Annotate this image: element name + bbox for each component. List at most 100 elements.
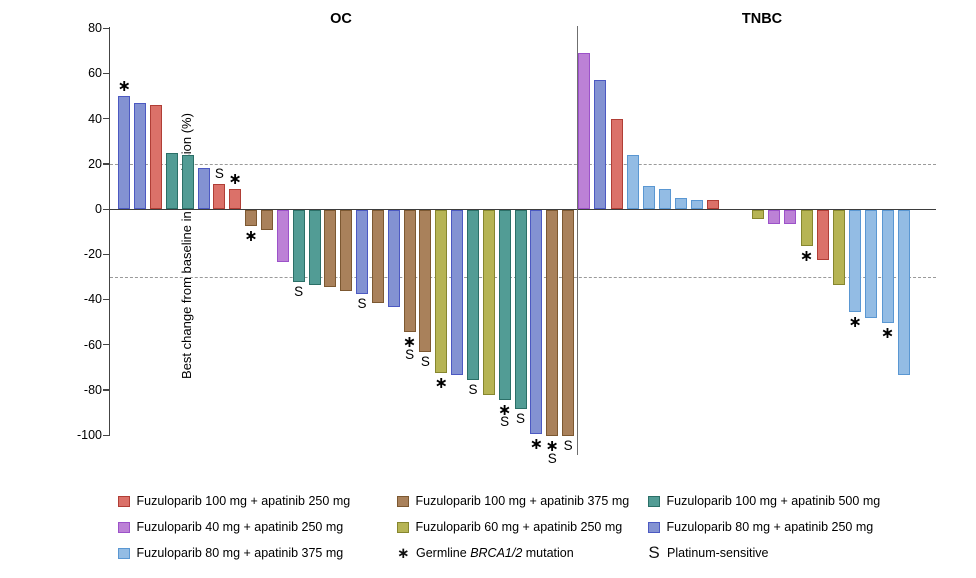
bar-tnbc-19 — [897, 210, 910, 375]
bar-tnbc-5 — [642, 186, 655, 209]
bar-oc-14 — [324, 210, 337, 287]
y-tick-mark — [103, 118, 109, 120]
bar-oc-25 — [498, 210, 511, 400]
bar-oc-7 — [213, 184, 226, 209]
bar-oc-19 — [403, 210, 416, 333]
legend-label: Fuzuloparib 100 mg + apatinib 375 mg — [415, 494, 630, 508]
platinum-sensitive-mark: S — [468, 381, 478, 397]
platinum-sensitive-mark: S — [420, 354, 430, 370]
legend-swatch-fz100ap375 — [397, 495, 409, 507]
platinum-sensitive-mark: S — [405, 346, 415, 362]
legend-label: Platinum-sensitive — [667, 546, 769, 560]
bar-tnbc-13 — [800, 210, 813, 247]
y-tick-label: 60 — [88, 66, 102, 81]
bar-oc-9 — [245, 210, 258, 226]
germline-mutation-mark: ∗ — [848, 311, 862, 331]
bar-oc-24 — [482, 210, 495, 396]
legend-label: Germline BRCA1/2 mutation — [416, 546, 574, 560]
legend-swatch-fz40ap250 — [118, 521, 130, 533]
legend-label: Fuzuloparib 80 mg + apatinib 375 mg — [136, 546, 344, 560]
bar-oc-26 — [514, 210, 527, 409]
legend-label: Fuzuloparib 80 mg + apatinib 250 mg — [666, 520, 874, 534]
bar-tnbc-6 — [658, 188, 671, 209]
y-tick-label: -60 — [83, 337, 102, 352]
bar-oc-22 — [451, 210, 464, 375]
bar-oc-21 — [435, 210, 448, 373]
bar-tnbc-9 — [707, 199, 720, 209]
platinum-sensitive-legend-symbol: S — [648, 543, 660, 562]
germline-mutation-mark: ∗ — [434, 372, 448, 392]
y-tick-label: -80 — [83, 382, 102, 397]
legend-label: Fuzuloparib 100 mg + apatinib 500 mg — [666, 494, 881, 508]
y-axis-line — [108, 27, 111, 436]
bar-oc-10 — [260, 210, 273, 231]
legend-item: Fuzuloparib 80 mg + apatinib 250 mg — [648, 520, 873, 535]
y-tick-label: -40 — [83, 292, 102, 307]
y-tick-mark — [103, 163, 109, 165]
bar-tnbc-14 — [816, 210, 829, 260]
bar-tnbc-2 — [594, 80, 607, 209]
y-tick-mark — [103, 298, 109, 301]
germline-mutation-mark: ∗ — [117, 76, 131, 95]
y-tick-label: 20 — [88, 156, 102, 171]
bar-tnbc-18 — [881, 210, 894, 323]
panel-separator — [577, 26, 579, 455]
bar-tnbc-8 — [691, 199, 703, 209]
y-tick-label: -100 — [76, 428, 102, 442]
bar-tnbc-16 — [849, 210, 862, 312]
y-tick-mark — [103, 208, 109, 210]
legend-swatch-fz80ap375 — [118, 547, 130, 559]
bar-oc-23 — [467, 210, 479, 380]
panel-title-oc: OC — [330, 11, 352, 27]
germline-mutation-mark: ∗ — [545, 436, 559, 455]
bar-oc-12 — [292, 210, 305, 283]
bar-tnbc-12 — [784, 210, 797, 224]
bar-oc-2 — [134, 102, 147, 209]
germline-mutation-mark: ∗ — [228, 168, 242, 188]
bar-oc-16 — [356, 210, 369, 294]
bar-oc-15 — [340, 210, 353, 292]
bar-tnbc-1 — [578, 53, 591, 209]
y-tick-mark — [103, 344, 109, 346]
legend-swatch-fz100ap500 — [648, 495, 660, 507]
y-tick-label: -20 — [83, 247, 102, 262]
bar-oc-5 — [181, 154, 194, 209]
platinum-sensitive-mark: S — [214, 166, 224, 182]
germline-mutation-mark: ∗ — [402, 332, 417, 352]
bar-oc-4 — [165, 152, 178, 209]
legend-item: ∗ Germline BRCA1/2 mutation — [397, 546, 574, 561]
zero-baseline — [110, 208, 936, 211]
platinum-sensitive-mark: S — [563, 438, 573, 453]
bar-tnbc-11 — [768, 210, 781, 224]
y-tick-label: 80 — [88, 21, 102, 36]
panel-title-tnbc: TNBC — [741, 11, 783, 27]
legend-item: Fuzuloparib 60 mg + apatinib 250 mg — [397, 520, 622, 535]
legend-swatch-fz100ap250 — [118, 495, 130, 507]
y-tick-mark — [103, 72, 109, 75]
bar-oc-17 — [371, 210, 384, 303]
bar-tnbc-15 — [833, 210, 845, 285]
reference-line-20 — [110, 163, 936, 165]
germline-mutation-mark: ∗ — [880, 323, 895, 342]
bar-oc-8 — [229, 188, 242, 209]
gene-name-italic: BRCA1/2 — [470, 546, 523, 560]
y-tick-label: 40 — [88, 111, 102, 126]
legend-swatch-fz80ap250 — [648, 521, 660, 533]
bar-tnbc-17 — [865, 210, 878, 319]
platinum-sensitive-mark: S — [547, 450, 557, 466]
bar-oc-29 — [562, 210, 575, 436]
legend-label: Fuzuloparib 100 mg + apatinib 250 mg — [136, 494, 351, 508]
germline-mutation-legend-symbol: ∗ — [397, 544, 410, 562]
bar-oc-13 — [308, 210, 321, 285]
bar-oc-6 — [197, 168, 210, 209]
y-tick-mark — [103, 434, 109, 436]
legend-label: Fuzuloparib 60 mg + apatinib 250 mg — [415, 520, 623, 534]
y-tick-label: 0 — [95, 202, 102, 216]
germline-mutation-mark: ∗ — [497, 399, 512, 419]
legend-item: Fuzuloparib 40 mg + apatinib 250 mg — [118, 520, 343, 535]
bar-oc-1 — [118, 96, 131, 209]
legend-item: Fuzuloparib 80 mg + apatinib 375 mg — [118, 546, 343, 561]
y-tick-mark — [103, 253, 109, 256]
y-axis-title: Best change from baseline in target lesi… — [179, 113, 194, 379]
bar-tnbc-3 — [610, 118, 623, 209]
